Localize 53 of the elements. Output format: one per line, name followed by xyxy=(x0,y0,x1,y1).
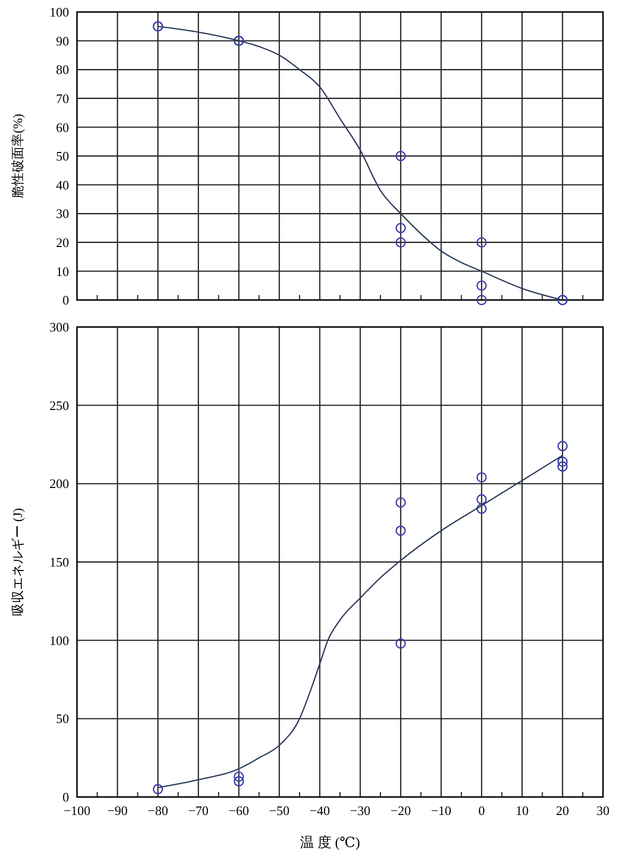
point xyxy=(557,461,568,472)
y-tick-label: 50 xyxy=(56,711,69,726)
x-tick-label: −70 xyxy=(188,803,209,818)
point xyxy=(476,504,487,514)
point xyxy=(476,294,487,306)
point xyxy=(396,638,406,649)
x-tick-label: −80 xyxy=(148,803,168,818)
y-tick-label: 50 xyxy=(56,148,69,164)
point xyxy=(396,497,406,508)
point xyxy=(396,222,406,234)
x-tick-label: 30 xyxy=(596,803,610,818)
point xyxy=(396,150,406,162)
y-tick-label: 0 xyxy=(62,292,69,308)
y-tick-label: 90 xyxy=(56,33,69,48)
y-tick-label: 100 xyxy=(50,632,69,648)
x-tick-label: 20 xyxy=(556,803,570,818)
y-tick-label: 10 xyxy=(56,264,69,279)
y-axis-title: 吸収エネルギー (J) xyxy=(10,508,25,616)
y-tick-label: 150 xyxy=(50,554,69,570)
y-tick-label: 0 xyxy=(62,790,69,805)
y-tick-label: 20 xyxy=(56,234,69,250)
point xyxy=(476,472,487,483)
x-tick-label: 10 xyxy=(516,803,529,818)
x-tick-label: −30 xyxy=(350,803,370,818)
point xyxy=(476,280,487,291)
y-axis-title: 脆性破面率(%) xyxy=(10,114,25,198)
point xyxy=(476,494,487,504)
point xyxy=(234,771,244,782)
point xyxy=(557,440,568,452)
x-tick-label: 0 xyxy=(478,803,485,818)
point xyxy=(476,237,487,248)
y-tick-label: 70 xyxy=(56,90,69,106)
point xyxy=(396,237,406,248)
y-tick-label: 200 xyxy=(50,476,69,492)
x-tick-label: −90 xyxy=(107,803,128,818)
x-tick-label: −60 xyxy=(228,803,250,818)
y-tick-label: 60 xyxy=(56,120,69,135)
x-tick-label: −50 xyxy=(269,803,290,818)
point xyxy=(557,456,568,467)
y-tick-label: 40 xyxy=(56,177,69,192)
x-tick-label: −40 xyxy=(310,803,330,818)
y-tick-label: 250 xyxy=(50,398,69,413)
y-tick-label: 30 xyxy=(56,206,69,222)
point xyxy=(152,784,164,794)
y-tick-label: 300 xyxy=(50,320,69,335)
x-tick-label: −20 xyxy=(390,803,411,818)
y-tick-label: 80 xyxy=(56,62,69,78)
x-tick-label: −10 xyxy=(430,803,452,818)
x-tick-label: −100 xyxy=(64,803,90,818)
x-axis-title: 温 度 (℃) xyxy=(300,835,360,851)
y-tick-label: 100 xyxy=(50,4,69,20)
point xyxy=(234,776,244,786)
point xyxy=(396,526,406,536)
